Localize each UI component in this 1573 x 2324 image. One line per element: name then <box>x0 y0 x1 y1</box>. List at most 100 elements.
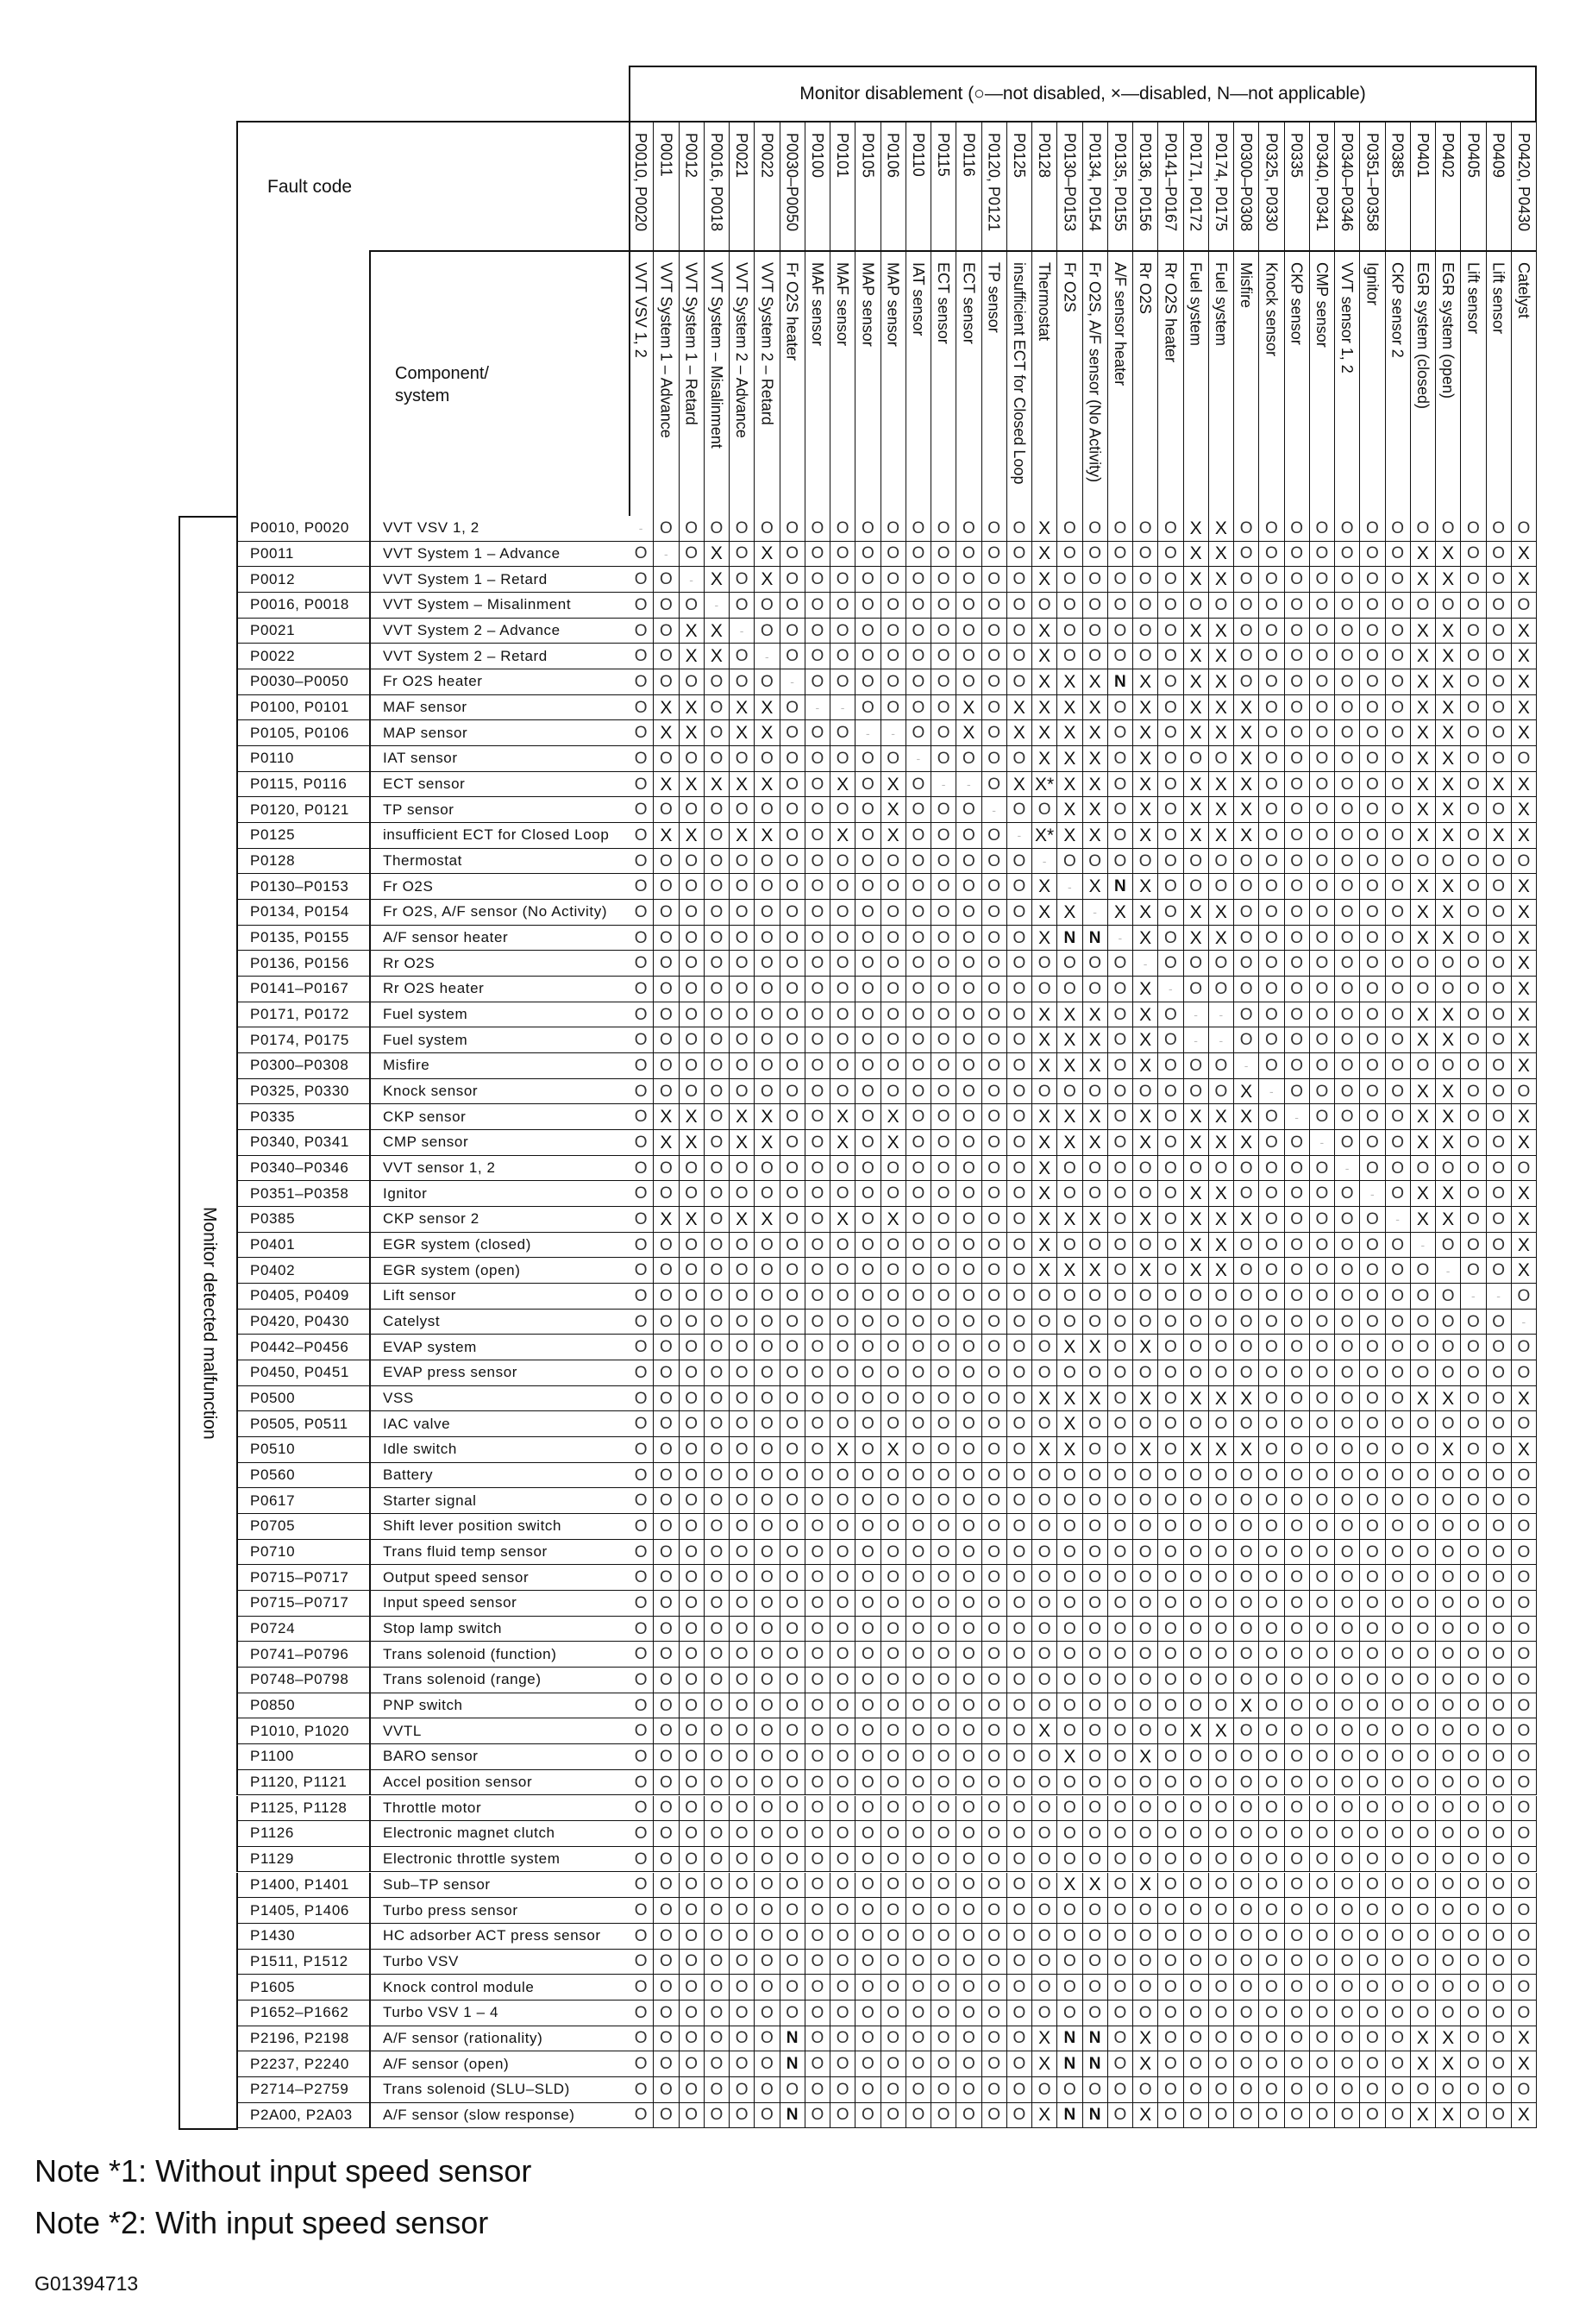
not-disabled-mark: O <box>1436 1668 1462 1693</box>
not-disabled-mark: O <box>1158 618 1184 644</box>
not-disabled-mark: O <box>1284 1207 1310 1233</box>
column-component-header: IAT sensor <box>906 250 931 516</box>
not-disabled-mark: O <box>1006 1155 1032 1182</box>
not-disabled-mark: O <box>1309 1718 1335 1745</box>
not-disabled-mark: O <box>780 1795 805 1822</box>
not-disabled-mark: O <box>704 1898 730 1924</box>
column-code: P0385 <box>1388 133 1407 179</box>
not-disabled-mark: O <box>1461 1769 1487 1796</box>
not-disabled-mark: O <box>629 1232 655 1259</box>
row-fault-code: P0402 <box>236 1258 369 1284</box>
not-disabled-mark: O <box>1385 977 1411 1002</box>
not-disabled-mark: O <box>1385 1616 1411 1643</box>
not-disabled-mark: O <box>1208 1284 1234 1310</box>
disabled-mark: X <box>1410 644 1436 669</box>
not-disabled-mark: O <box>679 1309 705 1335</box>
not-disabled-mark: O <box>780 823 805 849</box>
not-disabled-mark: O <box>755 1181 780 1208</box>
disabled-mark: X <box>654 1104 680 1131</box>
row-fault-code: P0442–P0456 <box>236 1335 369 1361</box>
not-disabled-mark: O <box>704 1385 730 1412</box>
not-disabled-mark: O <box>1284 644 1310 669</box>
not-disabled-mark: O <box>1107 1488 1133 1515</box>
not-disabled-mark: O <box>780 1616 805 1643</box>
not-disabled-mark: O <box>1360 925 1386 952</box>
not-disabled-mark: O <box>1133 1309 1159 1335</box>
not-disabled-mark: O <box>855 1488 881 1515</box>
not-disabled-mark: O <box>679 1949 705 1975</box>
not-disabled-mark: O <box>1486 2102 1512 2129</box>
not-disabled-mark: O <box>679 1668 705 1693</box>
not-disabled-mark: O <box>780 1488 805 1515</box>
not-disabled-mark: O <box>1385 1744 1411 1770</box>
disabled-mark: X <box>679 771 705 798</box>
not-disabled-mark: O <box>1259 977 1285 1002</box>
not-disabled-mark: O <box>956 1565 982 1592</box>
disabled-mark: X <box>679 823 705 849</box>
row-fault-code: P0715–P0717 <box>236 1591 369 1617</box>
not-disabled-mark: O <box>805 1027 830 1054</box>
not-disabled-mark: O <box>1082 1232 1108 1259</box>
not-disabled-mark: O <box>704 1642 730 1668</box>
row-fault-code: P1129 <box>236 1846 369 1873</box>
not-disabled-mark: O <box>981 1539 1007 1566</box>
not-disabled-mark: O <box>1335 1591 1361 1617</box>
not-disabled-mark: O <box>956 746 982 772</box>
not-disabled-mark: O <box>1234 1846 1260 1873</box>
not-disabled-mark: O <box>931 1207 957 1233</box>
not-disabled-mark: O <box>704 1488 730 1515</box>
not-disabled-mark: O <box>1259 593 1285 619</box>
self-cell: - <box>881 720 906 747</box>
not-disabled-mark: O <box>906 1693 931 1719</box>
not-disabled-mark: O <box>1335 1668 1361 1693</box>
not-disabled-mark: O <box>1259 1693 1285 1719</box>
column-component-header: Knock sensor <box>1259 250 1285 516</box>
not-disabled-mark: O <box>1158 1130 1184 1156</box>
not-disabled-mark: O <box>805 1309 830 1335</box>
not-disabled-mark: O <box>855 1104 881 1131</box>
not-disabled-mark: O <box>906 771 931 798</box>
row-fault-code: P0010, P0020 <box>236 516 369 542</box>
not-disabled-mark: O <box>931 618 957 644</box>
not-disabled-mark: O <box>830 1335 856 1361</box>
not-disabled-mark: O <box>881 848 906 875</box>
not-disabled-mark: O <box>981 2102 1007 2129</box>
not-disabled-mark: O <box>906 874 931 901</box>
not-disabled-mark: O <box>1309 1975 1335 2001</box>
row-cells: O O O O O O O O O O O O O O O O O O O O … <box>629 1591 1537 1617</box>
not-disabled-mark: O <box>981 1642 1007 1668</box>
not-disabled-mark: O <box>906 977 931 1002</box>
disabled-mark: X <box>755 771 780 798</box>
not-disabled-mark: O <box>855 1309 881 1335</box>
not-disabled-mark: O <box>1385 771 1411 798</box>
not-disabled-mark: O <box>1410 1437 1436 1463</box>
disabled-mark: X <box>1183 669 1209 695</box>
disabled-mark: X <box>755 1130 780 1156</box>
disabled-mark: X <box>704 541 730 568</box>
not-disabled-mark: O <box>1057 1616 1083 1643</box>
not-disabled-mark: O <box>1511 1462 1537 1489</box>
not-disabled-mark: O <box>855 1258 881 1284</box>
not-disabled-mark: O <box>1057 1309 1083 1335</box>
not-disabled-mark: O <box>679 1744 705 1770</box>
not-disabled-mark: O <box>679 1284 705 1310</box>
not-disabled-mark: O <box>1461 2000 1487 2026</box>
not-disabled-mark: O <box>1259 567 1285 593</box>
not-disabled-mark: O <box>956 925 982 952</box>
not-disabled-mark: O <box>881 1488 906 1515</box>
not-disabled-mark: O <box>1385 1539 1411 1566</box>
not-disabled-mark: O <box>1082 1949 1108 1975</box>
disabled-mark: X <box>1032 1207 1058 1233</box>
disabled-mark: X <box>1436 694 1462 721</box>
row-cells: O O O O O O O O O O O O O O O O O O O O … <box>629 1668 1537 1693</box>
not-disabled-mark: O <box>1360 2076 1386 2103</box>
not-disabled-mark: O <box>704 1975 730 2001</box>
not-disabled-mark: O <box>1360 1642 1386 1668</box>
self-cell: - <box>780 669 805 695</box>
not-disabled-mark: O <box>805 848 830 875</box>
not-disabled-mark: O <box>1133 1975 1159 2001</box>
not-disabled-mark: O <box>679 1821 705 1847</box>
disabled-mark: X <box>1410 1104 1436 1131</box>
not-disabled-mark: O <box>1158 2026 1184 2052</box>
not-disabled-mark: O <box>1082 1975 1108 2001</box>
